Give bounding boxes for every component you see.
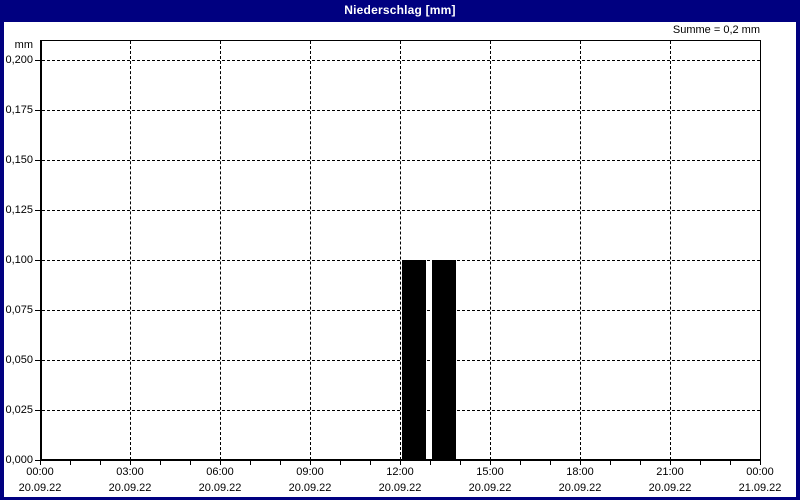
x-axis-tick	[550, 460, 551, 465]
precipitation-bar	[402, 260, 426, 459]
x-axis-tick	[670, 460, 671, 465]
gridline-horizontal	[42, 360, 760, 361]
x-axis-tick	[580, 460, 581, 465]
precipitation-bar	[432, 260, 456, 459]
gridline-horizontal	[42, 310, 760, 311]
x-tick-time-label: 18:00	[566, 466, 594, 478]
x-axis-tick	[340, 460, 341, 465]
x-axis-tick	[610, 460, 611, 465]
y-axis-tick	[35, 160, 40, 161]
x-axis-tick	[430, 460, 431, 465]
y-tick-label: 0,075	[5, 304, 33, 316]
x-axis-tick	[190, 460, 191, 465]
x-tick-time-label: 03:00	[116, 466, 144, 478]
x-axis-tick	[730, 460, 731, 465]
y-axis-unit-label: mm	[14, 39, 33, 51]
sum-label: Summe = 0,2 mm	[672, 24, 760, 36]
x-tick-time-label: 09:00	[296, 466, 324, 478]
x-tick-date-label: 20.09.22	[558, 482, 602, 494]
x-axis-tick	[310, 460, 311, 465]
x-axis-tick	[40, 460, 41, 465]
gridline-vertical	[670, 41, 671, 460]
x-tick-time-label: 12:00	[386, 466, 414, 478]
y-axis-tick	[35, 460, 40, 461]
gridline-horizontal	[42, 410, 760, 411]
x-tick-time-label: 00:00	[746, 466, 774, 478]
x-axis-tick	[220, 460, 221, 465]
gridline-horizontal	[42, 260, 760, 261]
y-tick-label: 0,175	[5, 104, 33, 116]
y-axis-tick	[35, 210, 40, 211]
gridline-horizontal	[42, 160, 760, 161]
x-tick-date-label: 20.09.22	[468, 482, 512, 494]
x-axis-tick	[160, 460, 161, 465]
title-bar: Niederschlag [mm]	[0, 0, 800, 22]
y-axis-tick	[35, 360, 40, 361]
x-tick-time-label: 00:00	[26, 466, 54, 478]
gridline-vertical	[220, 41, 221, 460]
x-axis-tick	[250, 460, 251, 465]
y-tick-label: 0,025	[5, 404, 33, 416]
x-tick-date-label: 20.09.22	[108, 482, 152, 494]
x-axis-tick	[70, 460, 71, 465]
gridline-vertical	[130, 41, 131, 460]
x-axis-tick	[760, 460, 761, 465]
y-tick-label: 0,000	[5, 454, 33, 466]
gridline-horizontal	[42, 110, 760, 111]
x-tick-date-label: 21.09.22	[738, 482, 782, 494]
x-tick-date-label: 20.09.22	[18, 482, 62, 494]
x-tick-date-label: 20.09.22	[288, 482, 332, 494]
gridline-horizontal	[42, 210, 760, 211]
chart-canvas: Summe = 0,2 mm 0,000 0,025 0,050 0,075 0,100…	[4, 22, 796, 497]
gridline-horizontal	[42, 60, 760, 61]
y-axis-tick	[35, 260, 40, 261]
chart-title: Niederschlag [mm]	[344, 3, 456, 17]
y-axis-tick	[35, 60, 40, 61]
x-axis-tick	[460, 460, 461, 465]
x-axis-tick	[280, 460, 281, 465]
x-tick-time-label: 21:00	[656, 466, 684, 478]
y-tick-label: 0,050	[5, 354, 33, 366]
y-axis-tick	[35, 310, 40, 311]
y-tick-label: 0,150	[5, 154, 33, 166]
x-axis-tick	[490, 460, 491, 465]
y-tick-label: 0,200	[5, 54, 33, 66]
gridline-vertical	[400, 41, 401, 460]
x-axis-tick	[370, 460, 371, 465]
x-axis-tick	[400, 460, 401, 465]
x-tick-time-label: 06:00	[206, 466, 234, 478]
y-tick-label: 0,100	[5, 254, 33, 266]
x-tick-date-label: 20.09.22	[648, 482, 692, 494]
gridline-vertical	[490, 41, 491, 460]
gridline-vertical	[580, 41, 581, 460]
gridline-vertical	[310, 41, 311, 460]
x-tick-date-label: 20.09.22	[198, 482, 242, 494]
x-axis-tick	[520, 460, 521, 465]
y-axis-tick	[35, 410, 40, 411]
x-axis-tick	[130, 460, 131, 465]
x-tick-date-label: 20.09.22	[378, 482, 422, 494]
x-axis-tick	[640, 460, 641, 465]
y-axis-tick	[35, 110, 40, 111]
x-axis-tick	[100, 460, 101, 465]
x-axis-tick	[700, 460, 701, 465]
y-tick-label: 0,125	[5, 204, 33, 216]
x-tick-time-label: 15:00	[476, 466, 504, 478]
